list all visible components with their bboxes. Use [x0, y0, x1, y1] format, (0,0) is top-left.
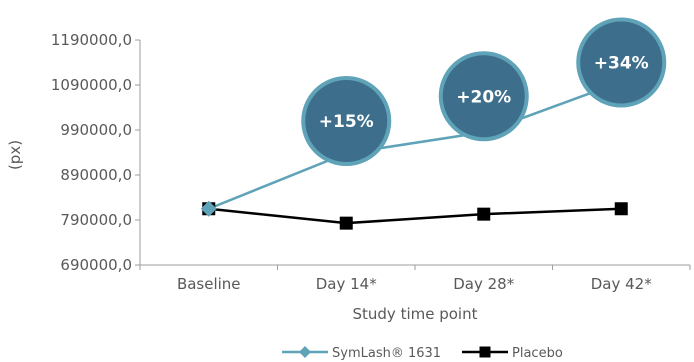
x-tick-labels: Baseline Day 14* Day 28* Day 42*	[177, 275, 652, 293]
y-tick-label: 1190000,0	[51, 31, 132, 49]
legend-marker	[479, 346, 491, 358]
legend-item: Placebo	[462, 346, 563, 361]
bubble-circle	[301, 76, 392, 166]
series-markers	[200, 73, 630, 230]
legend-label: SymLash® 1631	[332, 346, 441, 361]
y-axis-title: (px)	[6, 140, 24, 170]
data-point	[614, 202, 628, 216]
y-tick-label: 890000,0	[60, 166, 132, 184]
annotation-bubble: +34%	[576, 17, 667, 108]
y-tick-label: 990000,0	[60, 121, 132, 139]
bubble-label: +20%	[456, 87, 511, 107]
y-tick-label: 790000,0	[60, 211, 132, 229]
series-line	[208, 207, 622, 225]
x-tick-label: Baseline	[177, 275, 241, 293]
series-line	[208, 80, 622, 210]
annotation-bubble: +15%	[301, 76, 392, 166]
bubble-circle	[576, 17, 667, 108]
x-tick-label: Day 42*	[591, 275, 652, 293]
legend-label: Placebo	[512, 346, 563, 361]
axes	[135, 39, 691, 270]
annotation-bubble: +20%	[438, 51, 529, 142]
y-tick-label: 690000,0	[60, 256, 132, 274]
data-point	[200, 200, 217, 217]
legend-marker	[299, 346, 311, 358]
x-tick-label: Day 28*	[453, 275, 514, 293]
y-tick-labels: 690000,0 790000,0 890000,0 990000,0 1090000,…	[51, 31, 132, 274]
bubble-label: +34%	[594, 54, 649, 74]
x-tick-label: Day 14*	[316, 275, 377, 293]
legend: SymLash® 1631 Placebo	[282, 346, 563, 361]
x-axis-title: Study time point	[353, 305, 478, 323]
bubble-label: +15%	[319, 112, 374, 132]
y-tick-label: 1090000,0	[51, 76, 132, 94]
legend-item: SymLash® 1631	[282, 346, 441, 361]
bubble-circle	[438, 51, 529, 142]
series-lines	[208, 80, 622, 225]
data-point	[477, 207, 491, 221]
data-point	[339, 216, 353, 230]
annotation-bubbles: +15% +20% +34%	[301, 17, 667, 166]
